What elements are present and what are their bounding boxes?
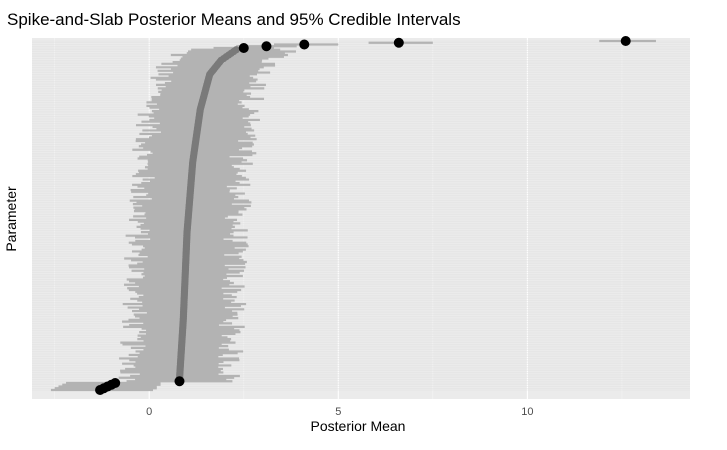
posterior-means	[95, 36, 631, 395]
posterior-mean-point-highlight	[238, 43, 249, 54]
posterior-mean-point-highlight	[620, 36, 631, 46]
chart-title: Spike-and-Slab Posterior Means and 95% C…	[7, 10, 461, 29]
posterior-mean-point-highlight	[174, 376, 185, 387]
credible-intervals	[50, 39, 656, 392]
x-tick-label: 5	[335, 406, 341, 418]
posterior-mean-point-highlight	[299, 39, 310, 50]
x-axis-title: Posterior Mean	[311, 418, 406, 434]
posterior-mean-point-highlight	[261, 41, 272, 52]
x-tick-label: 0	[146, 406, 152, 418]
x-tick-labels: 0 5 10	[146, 406, 533, 418]
y-axis-title: Parameter	[3, 186, 19, 252]
posterior-mean-point-highlight	[393, 37, 404, 48]
x-tick-label: 10	[521, 406, 533, 418]
posterior-mean-point-highlight	[95, 385, 106, 395]
